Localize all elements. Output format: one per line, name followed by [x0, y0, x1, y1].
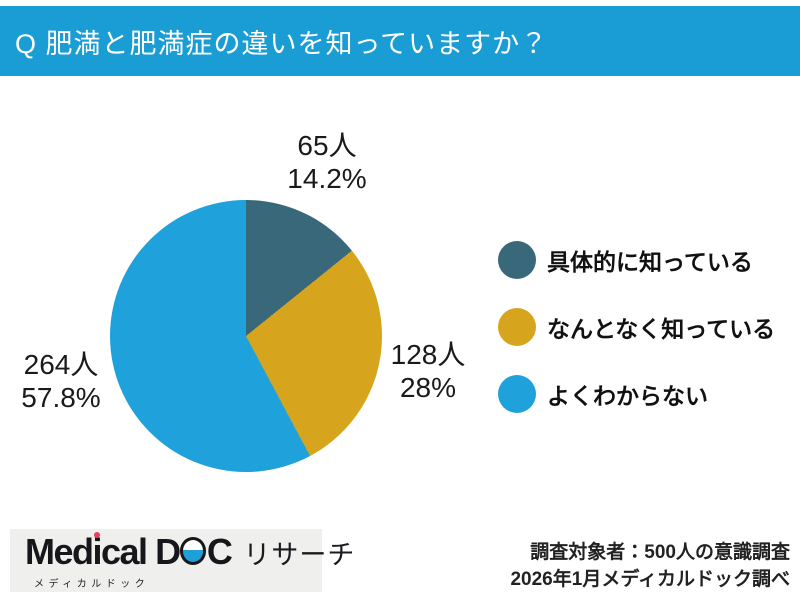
- legend-item-3: よくわからない: [498, 375, 775, 413]
- pie-chart: [110, 200, 382, 472]
- survey-note-line1: 調査対象者：500人の意識調査: [530, 542, 790, 563]
- slice-1-count: 65人: [297, 130, 357, 161]
- logo-word-part3: C: [206, 531, 233, 572]
- survey-note-line2: 2026年1月メディカルドック調べ: [510, 569, 790, 590]
- legend: 具体的に知っている なんとなく知っている よくわからない: [498, 241, 775, 413]
- slice-2-count: 128人: [390, 339, 466, 370]
- pie-label-slice-2: 128人 28%: [368, 338, 488, 404]
- legend-swatch-icon: [498, 375, 536, 413]
- survey-note: 調査対象者：500人の意識調査 2026年1月メディカルドック調べ: [510, 539, 790, 593]
- legend-swatch-icon: [498, 241, 536, 279]
- logo-letter-i: i: [92, 531, 103, 572]
- pie-label-slice-3: 264人 57.8%: [1, 348, 121, 414]
- legend-label-3: よくわからない: [547, 383, 708, 409]
- pie-label-slice-1: 65人 14.2%: [267, 129, 387, 195]
- red-dot-icon: [94, 532, 100, 538]
- legend-swatch-icon: [498, 308, 536, 346]
- logo-word-part2: cal D: [101, 531, 181, 572]
- slice-3-percent: 57.8%: [21, 382, 101, 413]
- logo-katakana-subtext: メディカルドック: [34, 579, 150, 590]
- legend-label-1: 具体的に知っている: [547, 249, 753, 275]
- slice-3-count: 264人: [23, 349, 99, 380]
- legend-item-1: 具体的に知っている: [498, 241, 775, 279]
- slice-1-percent: 14.2%: [287, 163, 367, 194]
- logo-o-capsule-icon: O: [180, 537, 207, 565]
- legend-label-2: なんとなく知っている: [547, 316, 776, 342]
- legend-item-2: なんとなく知っている: [498, 308, 775, 346]
- logo-word-part1: Med: [25, 531, 94, 572]
- question-banner: Q 肥満と肥満症の違いを知っていますか？: [0, 6, 800, 76]
- question-text: Q 肥満と肥満症の違いを知っていますか？: [15, 28, 549, 59]
- slice-2-percent: 28%: [399, 372, 457, 403]
- logo-research-label: リサーチ: [243, 540, 356, 570]
